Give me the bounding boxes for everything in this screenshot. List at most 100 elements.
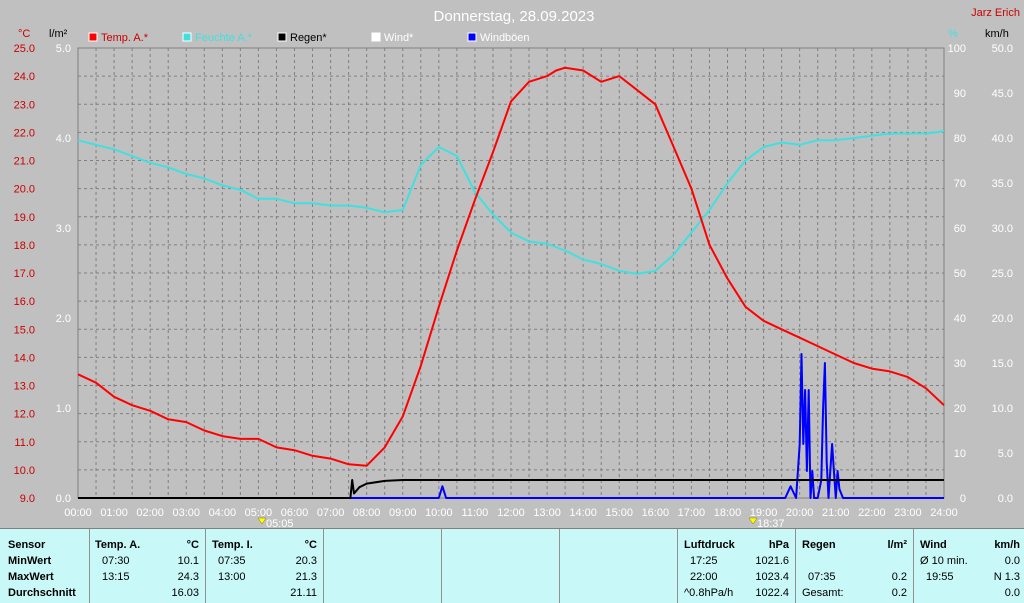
x-tick-label: 12:00 bbox=[497, 507, 525, 519]
x-tick-label: 11:00 bbox=[462, 507, 489, 519]
wind-tick-label: 50.0 bbox=[992, 43, 1013, 55]
legend-label-wind: Wind* bbox=[384, 32, 414, 44]
wind-max-time: 19:55 bbox=[926, 571, 954, 583]
rain-tick-label: 2.0 bbox=[56, 313, 71, 325]
temp-i-min-time: 07:35 bbox=[218, 555, 246, 567]
row-label-min: MinWert bbox=[8, 555, 52, 567]
humidity-tick-label: 60 bbox=[954, 223, 966, 235]
temp-i-max-val: 21.3 bbox=[295, 571, 317, 583]
humidity-tick-label: 20 bbox=[954, 403, 966, 415]
temp-tick-label: 16.0 bbox=[14, 296, 35, 308]
temp-a-avg: 16.03 bbox=[171, 587, 199, 599]
humidity-tick-label: 10 bbox=[954, 448, 966, 460]
stats-col-wind: Wind km/h Ø 10 min. 0.0 19:55 N 1.3 0.0 bbox=[914, 529, 1024, 603]
moon-icon bbox=[748, 517, 758, 525]
stats-col-empty-1 bbox=[324, 529, 442, 603]
wind-avg-label: Ø 10 min. bbox=[920, 555, 968, 567]
rain-total-label: Gesamt: bbox=[802, 587, 844, 599]
series-line-temp bbox=[77, 66, 945, 467]
wind-unit: km/h bbox=[994, 539, 1020, 551]
x-tick-label: 21:00 bbox=[822, 507, 850, 519]
sunset-time: 18:37 bbox=[757, 518, 785, 528]
temp-tick-label: 17.0 bbox=[14, 268, 35, 280]
humidity-tick-label: 50 bbox=[954, 268, 966, 280]
temp-axis-unit: °C bbox=[18, 28, 30, 40]
temp-a-min-time: 07:30 bbox=[102, 555, 130, 567]
temp-tick-label: 19.0 bbox=[14, 212, 35, 224]
legend-label-rain: Regen* bbox=[290, 32, 327, 44]
temp-tick-label: 23.0 bbox=[14, 99, 35, 111]
humidity-axis-unit: % bbox=[948, 28, 958, 40]
rain-max-val: 0.2 bbox=[891, 571, 907, 583]
series-line-humidity bbox=[77, 130, 945, 275]
x-tick-label: 09:00 bbox=[389, 507, 417, 519]
sensor-header: Sensor bbox=[8, 539, 46, 551]
x-tick-label: 20:00 bbox=[786, 507, 814, 519]
temp-i-avg: 21.11 bbox=[290, 587, 317, 599]
x-tick-label: 00:00 bbox=[64, 507, 92, 519]
series-layer bbox=[77, 66, 945, 499]
stats-col-empty-2 bbox=[442, 529, 560, 603]
pressure-min-val: 1021.6 bbox=[755, 555, 789, 567]
temp-a-unit: °C bbox=[186, 539, 199, 551]
wind-axis-unit: km/h bbox=[985, 28, 1009, 40]
legend-swatch-gusts bbox=[467, 32, 477, 42]
rain-tick-label: 5.0 bbox=[56, 43, 71, 55]
pressure-max-val: 1023.4 bbox=[755, 571, 789, 583]
wind-avg-val: 0.0 bbox=[1004, 555, 1020, 567]
pressure-unit: hPa bbox=[768, 539, 789, 551]
humidity-tick-label: 40 bbox=[954, 313, 966, 325]
sunrise-time: 05:05 bbox=[266, 518, 294, 528]
humidity-tick-label: 70 bbox=[954, 178, 966, 190]
humidity-tick-label: 0 bbox=[960, 493, 966, 505]
chart-title: Donnerstag, 28.09.2023 bbox=[434, 8, 595, 25]
wind-tick-label: 30.0 bbox=[992, 223, 1013, 235]
rain-total: 0.2 bbox=[891, 587, 907, 599]
sunset-marker: 18:37 bbox=[748, 517, 785, 530]
stats-col-pressure: Luftdruck hPa 17:25 1021.6 22:00 1023.4 … bbox=[678, 529, 796, 603]
temp-i-header: Temp. I. bbox=[212, 539, 253, 551]
x-tick-label: 16:00 bbox=[642, 507, 670, 519]
wind-tick-label: 15.0 bbox=[992, 358, 1013, 370]
x-tick-label: 06:00 bbox=[281, 507, 309, 519]
grid bbox=[77, 47, 945, 499]
pressure-header: Luftdruck bbox=[684, 539, 735, 551]
temp-tick-label: 14.0 bbox=[14, 352, 35, 364]
humidity-tick-label: 100 bbox=[948, 43, 966, 55]
temp-i-unit: °C bbox=[304, 539, 317, 551]
sun-icon bbox=[257, 517, 267, 525]
author-label: Jarz Erich bbox=[971, 7, 1020, 19]
x-tick-label: 01:00 bbox=[100, 507, 128, 519]
x-tick-label: 07:00 bbox=[317, 507, 345, 519]
chart-svg: Donnerstag, 28.09.2023 Jarz Erich °C l/m… bbox=[14, 7, 1020, 530]
x-tick-label: 22:00 bbox=[858, 507, 886, 519]
stats-col-rain: Regen l/m² 07:35 0.2 Gesamt: 0.2 bbox=[796, 529, 914, 603]
humidity-tick-label: 80 bbox=[954, 133, 966, 145]
temp-a-min-val: 10.1 bbox=[177, 555, 199, 567]
x-tick-label: 19:00 bbox=[750, 507, 778, 519]
stats-col-empty-3 bbox=[560, 529, 678, 603]
wind-avg: 0.0 bbox=[1004, 587, 1020, 599]
x-tick-label: 13:00 bbox=[533, 507, 561, 519]
x-tick-label: 14:00 bbox=[569, 507, 597, 519]
wind-tick-label: 10.0 bbox=[992, 403, 1013, 415]
stats-panel: Sensor MinWert MaxWert Durchschnitt Temp… bbox=[0, 528, 1024, 603]
rain-tick-label: 4.0 bbox=[56, 133, 71, 145]
wind-max-val: N 1.3 bbox=[993, 571, 1020, 583]
wind-tick-label: 45.0 bbox=[992, 88, 1013, 100]
temp-a-max-time: 13:15 bbox=[102, 571, 130, 583]
rain-tick-label: 1.0 bbox=[56, 403, 71, 415]
temp-tick-label: 21.0 bbox=[14, 156, 35, 168]
weather-chart: Donnerstag, 28.09.2023 Jarz Erich °C l/m… bbox=[13, 7, 1020, 530]
legend-swatch-temp bbox=[88, 32, 98, 42]
row-label-max: MaxWert bbox=[8, 571, 54, 583]
x-tick-label: 10:00 bbox=[425, 507, 453, 519]
wind-tick-label: 25.0 bbox=[992, 268, 1013, 280]
humidity-tick-label: 30 bbox=[954, 358, 966, 370]
wind-tick-label: 5.0 bbox=[998, 448, 1013, 460]
legend-swatch-rain bbox=[277, 32, 287, 42]
sunrise-marker: 05:05 bbox=[257, 517, 294, 530]
wind-tick-label: 35.0 bbox=[992, 178, 1013, 190]
stats-col-temp-a: Temp. A. °C 07:30 10.1 13:15 24.3 16.03 bbox=[90, 529, 206, 603]
temp-tick-label: 9.0 bbox=[20, 493, 35, 505]
